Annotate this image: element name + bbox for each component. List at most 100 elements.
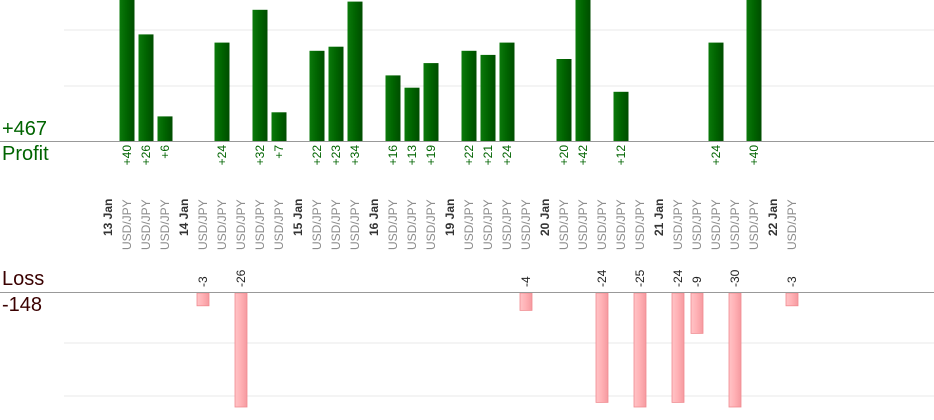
- loss-label: Loss: [2, 268, 45, 290]
- profit-value-label: +16: [386, 145, 400, 166]
- profit-value-label: +34: [348, 145, 362, 166]
- date-label: 13 Jan: [101, 199, 115, 236]
- symbol-label: USD/JPY: [310, 199, 324, 250]
- date-label: 19 Jan: [443, 199, 457, 236]
- symbol-label: USD/JPY: [253, 199, 267, 250]
- symbol-label: USD/JPY: [728, 199, 742, 250]
- loss-bar: [690, 292, 704, 334]
- symbol-label: USD/JPY: [519, 199, 533, 250]
- profit-bar: [214, 42, 230, 141]
- symbol-label: USD/JPY: [785, 199, 799, 250]
- loss-value-label: -30: [728, 269, 742, 287]
- profit-value-label: +7: [272, 145, 286, 159]
- profit-bar: [138, 34, 154, 141]
- date-label: 16 Jan: [367, 199, 381, 236]
- symbol-label: USD/JPY: [614, 199, 628, 250]
- profit-bar: [499, 42, 515, 141]
- loss-value-label: -3: [196, 276, 210, 287]
- symbol-label: USD/JPY: [424, 199, 438, 250]
- symbol-label: USD/JPY: [576, 199, 590, 250]
- profit-value-label: +24: [215, 145, 229, 166]
- profit-value-label: +12: [614, 145, 628, 166]
- profit-bar: [404, 87, 420, 141]
- profit-value-label: +6: [158, 145, 172, 159]
- profit-bar: [385, 75, 401, 141]
- loss-value-label: -25: [633, 269, 647, 287]
- loss-bar: [196, 292, 210, 307]
- profit-bar: [480, 54, 496, 141]
- profit-bar: [575, 0, 591, 141]
- profit-bar: [423, 63, 439, 141]
- loss-value-label: -9: [690, 276, 704, 287]
- profit-value-label: +26: [139, 145, 153, 166]
- symbol-label: USD/JPY: [272, 199, 286, 250]
- symbol-label: USD/JPY: [120, 199, 134, 250]
- profit-value-label: +40: [120, 145, 134, 166]
- loss-value-label: -24: [595, 269, 609, 287]
- loss-bar: [234, 292, 248, 408]
- symbol-label: USD/JPY: [671, 199, 685, 250]
- profit-value-label: +21: [481, 145, 495, 166]
- loss-total: -148: [2, 294, 43, 316]
- profit-value-label: +32: [253, 145, 267, 166]
- profit-bar: [746, 0, 762, 141]
- date-label: 20 Jan: [538, 199, 552, 236]
- profit-value-label: +24: [709, 145, 723, 166]
- profit-bar: [347, 1, 363, 141]
- profit-bar: [708, 42, 724, 141]
- date-label: 22 Jan: [766, 199, 780, 236]
- loss-bar: [595, 292, 609, 403]
- loss-value-label: -26: [234, 269, 248, 287]
- symbol-label: USD/JPY: [386, 199, 400, 250]
- profit-bar: [309, 50, 325, 141]
- symbol-label: USD/JPY: [348, 199, 362, 250]
- date-label: 21 Jan: [652, 199, 666, 236]
- symbol-label: USD/JPY: [196, 199, 210, 250]
- profit-value-label: +42: [576, 145, 590, 166]
- symbol-label: USD/JPY: [709, 199, 723, 250]
- loss-bar: [633, 292, 647, 408]
- symbol-label: USD/JPY: [690, 199, 704, 250]
- profit-bar: [556, 59, 572, 141]
- loss-bar: [519, 292, 533, 311]
- profit-bar: [157, 116, 173, 141]
- symbol-label: USD/JPY: [500, 199, 514, 250]
- symbol-label: USD/JPY: [234, 199, 248, 250]
- loss-value-label: -4: [519, 276, 533, 287]
- profit-value-label: +20: [557, 145, 571, 166]
- profit-value-label: +40: [747, 145, 761, 166]
- profit-bar: [461, 50, 477, 141]
- date-label: 14 Jan: [177, 199, 191, 236]
- profit-value-label: +22: [310, 145, 324, 166]
- symbol-label: USD/JPY: [481, 199, 495, 250]
- symbol-label: USD/JPY: [747, 199, 761, 250]
- symbol-label: USD/JPY: [462, 199, 476, 250]
- loss-value-label: -24: [671, 269, 685, 287]
- profit-bar: [271, 112, 287, 141]
- profit-value-label: +23: [329, 145, 343, 166]
- symbol-label: USD/JPY: [158, 199, 172, 250]
- profit-value-label: +19: [424, 145, 438, 166]
- profit-total: +467: [2, 118, 48, 140]
- loss-bar: [728, 292, 742, 408]
- symbol-label: USD/JPY: [139, 199, 153, 250]
- profit-bar: [328, 46, 344, 142]
- profit-bar: [252, 9, 268, 141]
- profit-value-label: +24: [500, 145, 514, 166]
- date-label: 15 Jan: [291, 199, 305, 236]
- symbol-label: USD/JPY: [215, 199, 229, 250]
- symbol-label: USD/JPY: [405, 199, 419, 250]
- loss-bar: [785, 292, 799, 307]
- profit-bar: [119, 0, 135, 141]
- loss-bar: [671, 292, 685, 403]
- profit-label: Profit: [2, 143, 49, 165]
- symbol-label: USD/JPY: [557, 199, 571, 250]
- symbol-label: USD/JPY: [595, 199, 609, 250]
- loss-value-label: -3: [785, 276, 799, 287]
- profit-value-label: +13: [405, 145, 419, 166]
- symbol-label: USD/JPY: [329, 199, 343, 250]
- symbol-label: USD/JPY: [633, 199, 647, 250]
- profit-bar: [613, 91, 629, 141]
